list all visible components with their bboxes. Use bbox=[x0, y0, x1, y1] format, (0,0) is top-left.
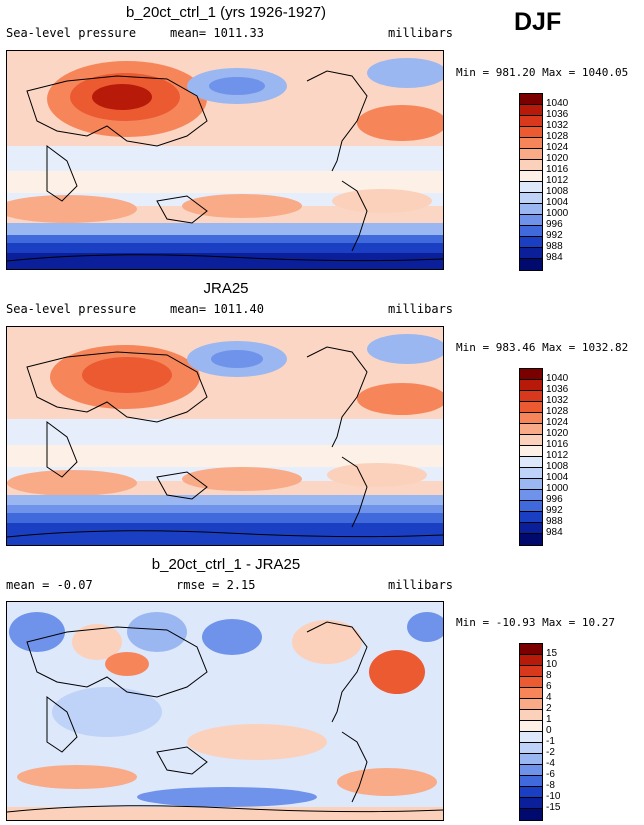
panel-1-colorbar-ticks: 1040 1036 1032 1028 1024 1020 1016 1012 … bbox=[546, 93, 586, 269]
colorbar-tick: 1040 bbox=[546, 98, 569, 109]
colorbar-tick: -6 bbox=[546, 769, 555, 780]
panel-1-variable-label: Sea-level pressure bbox=[6, 26, 137, 40]
panel-1-colorbar: 1040 1036 1032 1028 1024 1020 1016 1012 … bbox=[519, 93, 568, 271]
panel-1-min-max: Min = 981.20 Max = 1040.05 bbox=[456, 66, 629, 79]
colorbar-tick: 1008 bbox=[546, 461, 569, 472]
colorbar-tick: 1028 bbox=[546, 131, 569, 142]
colorbar-tick: 1004 bbox=[546, 197, 569, 208]
colorbar-tick: 4 bbox=[546, 692, 552, 703]
colorbar-tick: 992 bbox=[546, 230, 563, 241]
panel-1-units-label: millibars bbox=[388, 26, 454, 40]
season-label: DJF bbox=[514, 8, 562, 36]
colorbar-tick: 1040 bbox=[546, 373, 569, 384]
panel-2-map bbox=[6, 326, 444, 546]
colorbar-tick: 996 bbox=[546, 494, 563, 505]
colorbar-tick: 1020 bbox=[546, 153, 569, 164]
panel-2-variable-label: Sea-level pressure bbox=[6, 302, 137, 316]
panel-1-mean-label: mean= 1011.33 bbox=[170, 26, 264, 40]
colorbar-tick: 15 bbox=[546, 648, 558, 659]
panel-2-units-label: millibars bbox=[388, 302, 454, 316]
panel-3-colorbar: 15 10 8 6 4 2 1 0 -1 -2 -4 -6 -8 -10 -15 bbox=[519, 643, 560, 821]
colorbar-tick: 984 bbox=[546, 527, 563, 538]
colorbar-tick: 992 bbox=[546, 505, 563, 516]
panel-2-colorbar-ticks: 1040 1036 1032 1028 1024 1020 1016 1012 … bbox=[546, 368, 586, 544]
panel-3-units-label: millibars bbox=[388, 578, 454, 592]
colorbar-tick: 984 bbox=[546, 252, 563, 263]
panel-2-title: JRA25 bbox=[203, 280, 249, 297]
panel-3-min-max: Min = -10.93 Max = 10.27 bbox=[456, 616, 615, 629]
colorbar-tick: 1000 bbox=[546, 483, 569, 494]
colorbar-tick: 1036 bbox=[546, 384, 569, 395]
colorbar-tick: 1008 bbox=[546, 186, 569, 197]
colorbar-tick: 1032 bbox=[546, 395, 569, 406]
colorbar-tick: -8 bbox=[546, 780, 555, 791]
panel-3-title: b_20ct_ctrl_1 - JRA25 bbox=[151, 556, 301, 573]
colorbar-tick: 988 bbox=[546, 516, 563, 527]
colorbar-tick: -4 bbox=[546, 758, 555, 769]
panel-1-map bbox=[6, 50, 444, 270]
colorbar-tick: 988 bbox=[546, 241, 563, 252]
panel-3-rmse-label: rmse = 2.15 bbox=[176, 578, 256, 592]
colorbar-tick: -15 bbox=[546, 802, 561, 813]
colorbar-tick: 1028 bbox=[546, 406, 569, 417]
colorbar-tick: -1 bbox=[546, 736, 555, 747]
colorbar-tick: 1036 bbox=[546, 109, 569, 120]
panel-2-mean-label: mean= 1011.40 bbox=[170, 302, 264, 316]
colorbar-tick: 2 bbox=[546, 703, 552, 714]
colorbar-tick: 8 bbox=[546, 670, 552, 681]
colorbar-tick: 0 bbox=[546, 725, 552, 736]
colorbar-tick: 1032 bbox=[546, 120, 569, 131]
colorbar-tick: 10 bbox=[546, 659, 558, 670]
panel-2-colorbar-swatches bbox=[519, 368, 543, 546]
panel-1-title: b_20ct_ctrl_1 (yrs 1926-1927) bbox=[125, 4, 327, 21]
panel-3-map bbox=[6, 601, 444, 821]
colorbar-tick: 1016 bbox=[546, 164, 569, 175]
colorbar-tick: 1004 bbox=[546, 472, 569, 483]
panel-3-colorbar-ticks: 15 10 8 6 4 2 1 0 -1 -2 -4 -6 -8 -10 -15 bbox=[546, 643, 586, 819]
panel-3-mean-label: mean = -0.07 bbox=[6, 578, 93, 592]
colorbar-tick: -10 bbox=[546, 791, 561, 802]
colorbar-tick: 6 bbox=[546, 681, 552, 692]
colorbar-tick: 1012 bbox=[546, 450, 569, 461]
colorbar-tick: 1020 bbox=[546, 428, 569, 439]
colorbar-tick: 1024 bbox=[546, 417, 569, 428]
panel-2-colorbar: 1040 1036 1032 1028 1024 1020 1016 1012 … bbox=[519, 368, 568, 546]
panel-3-colorbar-swatches bbox=[519, 643, 543, 821]
colorbar-tick: 1 bbox=[546, 714, 552, 725]
colorbar-tick: 1012 bbox=[546, 175, 569, 186]
colorbar-tick: 1016 bbox=[546, 439, 569, 450]
colorbar-tick: 1024 bbox=[546, 142, 569, 153]
panel-2-min-max: Min = 983.46 Max = 1032.82 bbox=[456, 341, 629, 354]
panel-1-colorbar-swatches bbox=[519, 93, 543, 271]
colorbar-tick: 996 bbox=[546, 219, 563, 230]
colorbar-tick: 1000 bbox=[546, 208, 569, 219]
colorbar-tick: -2 bbox=[546, 747, 555, 758]
